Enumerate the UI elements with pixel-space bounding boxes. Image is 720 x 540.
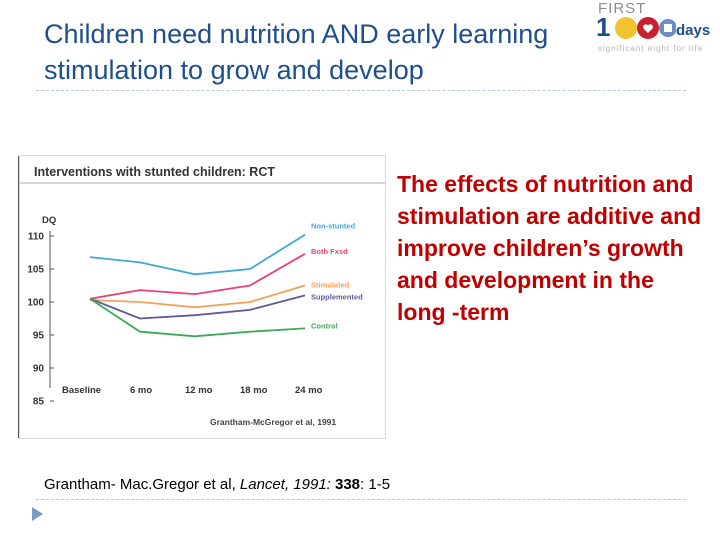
series-line-both-fxsd: [89, 253, 306, 300]
chart-source: Grantham-McGregor et al, 1991: [210, 417, 336, 427]
logo-first-text: FIRST: [598, 0, 647, 17]
slide-title: Children need nutrition AND early learni…: [44, 16, 644, 88]
series-label: Control: [311, 321, 338, 330]
y-tick-label: 95: [33, 331, 45, 342]
logo-days-text: days: [676, 22, 711, 39]
series-line-supplemented: [89, 294, 306, 320]
y-tick-label: 105: [27, 265, 44, 276]
slide-title-line-1: Children need nutrition AND early learni…: [44, 19, 549, 49]
slide-title-line-2: stimulation to grow and develop: [44, 55, 424, 85]
citation-pages: : 1-5: [360, 476, 391, 493]
chart-title: Interventions with stunted children: RCT: [34, 165, 275, 179]
first-1000-days-logo: FIRST 1 days significant eight for life: [594, 0, 718, 58]
logo-sun-icon: [615, 17, 637, 39]
series-label: Supplemented: [311, 292, 363, 301]
dq-line-chart: Interventions with stunted children: RCT…: [20, 165, 385, 427]
logo-tagline: significant eight for life: [598, 44, 704, 53]
y-tick-label: 90: [33, 364, 45, 375]
title-divider: [36, 90, 686, 91]
y-axis-label: DQ: [42, 215, 56, 226]
series-label: Both Fxsd: [311, 247, 348, 256]
logo-one-text: 1: [596, 12, 611, 42]
series-line-non-stunted: [89, 233, 306, 276]
x-tick-label: 18 mo: [240, 385, 268, 396]
x-tick-label: 6 mo: [130, 385, 152, 396]
logo-book-icon: [664, 24, 672, 32]
citation-year: , 1991:: [284, 476, 335, 493]
key-message: The effects of nutrition and stimulation…: [397, 171, 702, 325]
y-tick-label: 110: [28, 232, 45, 243]
series-line-control: [89, 297, 306, 338]
x-tick-label: 12 mo: [185, 385, 213, 396]
series-label: Non-stunted: [311, 222, 356, 231]
citation-volume: 338: [335, 476, 361, 493]
logo-circles-icon: [615, 17, 676, 39]
citation-journal: Lancet: [239, 476, 285, 493]
y-tick-label: 85: [33, 397, 45, 408]
series-label: Stimulated: [311, 281, 350, 290]
citation-authors: Grantham- Mac.Gregor et al,: [44, 476, 240, 493]
x-tick-label: Baseline: [62, 385, 101, 396]
footer-divider: [36, 499, 686, 500]
x-tick-label: 24 mo: [295, 385, 323, 396]
logo-heart-icon: [643, 24, 653, 33]
series-line-stimulated: [89, 284, 306, 309]
bullet-arrow-icon: [32, 507, 43, 521]
y-tick-label: 100: [27, 298, 44, 309]
citation: Grantham- Mac.Gregor et al, Lancet, 1991…: [44, 476, 390, 493]
chart-image: Interventions with stunted children: RCT…: [20, 156, 385, 438]
